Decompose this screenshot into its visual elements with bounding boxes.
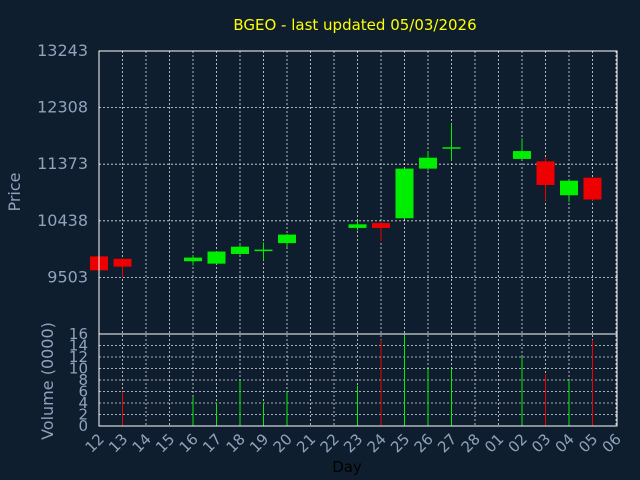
- volume-tick-label: 10: [69, 360, 88, 378]
- x-tick-label: 15: [152, 430, 178, 456]
- x-tick-label: 14: [129, 430, 155, 456]
- candle-body: [583, 177, 602, 200]
- candle-body: [231, 246, 249, 254]
- candle-body: [278, 234, 296, 244]
- chart-title: BGEO - last updated 05/03/2026: [233, 16, 476, 34]
- x-tick-label: 25: [387, 430, 413, 456]
- x-tick-label: 23: [340, 430, 366, 456]
- price-tick-label: 9503: [47, 267, 88, 286]
- x-tick-label: 26: [411, 430, 437, 456]
- candle-body: [560, 180, 578, 196]
- x-tick-label: 16: [176, 430, 202, 456]
- x-tick-label: 04: [552, 430, 578, 456]
- candle-body: [419, 157, 437, 169]
- x-tick-label: 27: [434, 430, 460, 456]
- volume-axis-label: Volume (0000): [38, 322, 57, 440]
- price-panel-frame: [98, 50, 618, 335]
- x-tick-label: 18: [223, 430, 249, 456]
- price-axis-label: Price: [5, 172, 24, 211]
- x-tick-label: 06: [599, 430, 625, 456]
- candle-body: [372, 223, 390, 228]
- x-tick-label: 24: [364, 430, 390, 456]
- volume-tick-label: 4: [78, 394, 88, 412]
- x-axis-label: Day: [332, 458, 362, 476]
- x-tick-label: 05: [575, 430, 601, 456]
- candle-body: [184, 257, 202, 262]
- volume-bars: [122, 334, 593, 426]
- candle-body: [395, 168, 414, 219]
- volume-tick-label: 6: [78, 383, 88, 401]
- price-ticks: 13243 12308 11373 10438 9503: [37, 41, 88, 286]
- volume-tick-label: 12: [69, 348, 88, 366]
- price-tick-label: 11373: [37, 154, 88, 173]
- price-tick-label: 12308: [37, 98, 88, 117]
- x-tick-label: 19: [246, 430, 272, 456]
- x-tick-label: 02: [505, 430, 531, 456]
- x-tick-label: 01: [481, 430, 507, 456]
- candle-body: [207, 251, 226, 264]
- candle-body: [513, 151, 531, 159]
- grid: [99, 50, 617, 426]
- x-tick-label: 03: [528, 430, 554, 456]
- candle-body: [113, 258, 132, 267]
- volume-tick-label: 14: [69, 337, 88, 355]
- volume-tick-label: 16: [69, 325, 88, 343]
- volume-tick-label: 8: [78, 371, 88, 389]
- x-tick-label: 20: [270, 430, 296, 456]
- x-tick-label: 13: [105, 430, 131, 456]
- x-tick-label: 22: [317, 430, 343, 456]
- price-tick-label: 13243: [37, 41, 88, 60]
- candle-body: [536, 161, 555, 185]
- volume-panel-frame: [98, 333, 618, 427]
- volume-tick-label: 0: [78, 417, 88, 435]
- candle-body: [348, 224, 367, 228]
- x-tick-label: 28: [458, 430, 484, 456]
- x-ticks: 1213141516171819202122232425262728010203…: [82, 430, 625, 456]
- x-tick-label: 21: [293, 430, 319, 456]
- volume-tick-label: 2: [78, 406, 88, 424]
- candles: [90, 123, 602, 278]
- x-tick-label: 17: [199, 430, 225, 456]
- price-tick-label: 10438: [37, 211, 88, 230]
